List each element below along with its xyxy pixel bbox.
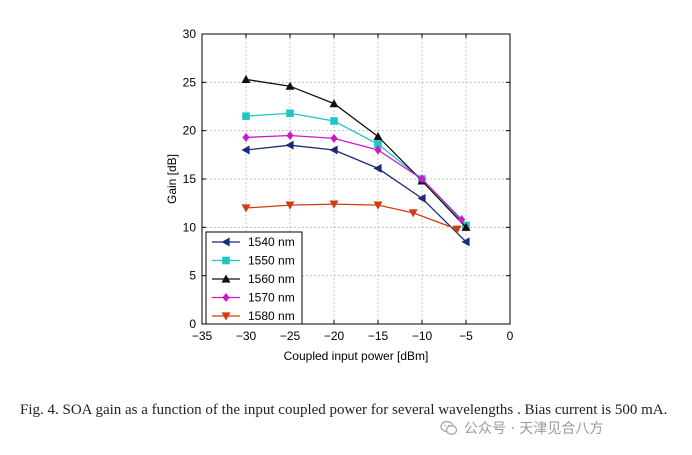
series-line bbox=[245, 134, 463, 221]
x-tick-label: 0 bbox=[507, 329, 514, 343]
series-layer bbox=[241, 74, 471, 247]
data-point bbox=[242, 132, 250, 142]
figure-caption: Fig. 4. SOA gain as a function of the in… bbox=[20, 402, 668, 418]
data-point bbox=[373, 201, 383, 210]
data-point bbox=[242, 112, 250, 120]
ticks: −35 −30 −25 −20 −15 −10 −5 0 0 5 10 15 20 25 30 bbox=[183, 27, 514, 343]
y-axis-label: Gain [dB] bbox=[165, 154, 179, 204]
data-point bbox=[329, 145, 338, 155]
wechat-icon bbox=[440, 420, 458, 435]
data-point bbox=[286, 131, 294, 140]
watermark: 公众号 · 天津见合八方 bbox=[440, 418, 603, 438]
legend-marker bbox=[222, 293, 230, 302]
data-point bbox=[452, 225, 462, 234]
data-point bbox=[285, 201, 295, 210]
data-point bbox=[373, 163, 382, 173]
data-point bbox=[374, 145, 382, 155]
data-point bbox=[285, 140, 294, 150]
legend-label: 1580 nm bbox=[248, 309, 295, 323]
data-point bbox=[285, 81, 295, 90]
series-1580-nm bbox=[241, 200, 462, 234]
x-tick-label: −25 bbox=[280, 329, 301, 343]
data-point bbox=[330, 117, 338, 125]
data-point bbox=[417, 193, 426, 203]
legend-item: 1570 nm bbox=[212, 291, 295, 305]
data-point bbox=[408, 209, 418, 218]
y-tick-label: 5 bbox=[189, 269, 196, 283]
series-1560-nm bbox=[241, 74, 471, 231]
watermark-text: 公众号 · 天津见合八方 bbox=[464, 421, 604, 437]
data-point bbox=[418, 174, 426, 184]
series-line bbox=[245, 144, 467, 243]
y-tick-label: 15 bbox=[183, 172, 197, 186]
x-tick-label: −10 bbox=[412, 329, 433, 343]
data-point bbox=[241, 204, 251, 213]
data-point bbox=[241, 145, 250, 155]
legend-label: 1560 nm bbox=[248, 272, 295, 286]
legend-label: 1570 nm bbox=[248, 291, 295, 305]
data-point bbox=[241, 74, 251, 84]
data-point bbox=[374, 140, 382, 148]
data-point bbox=[373, 131, 383, 141]
legend-item: 1560 nm bbox=[212, 272, 295, 286]
legend-item: 1580 nm bbox=[212, 309, 295, 323]
legend: 1540 nm 1550 nm 1560 nm 1570 nm 1580 nm bbox=[205, 231, 303, 325]
x-tick-label: −20 bbox=[324, 329, 345, 343]
x-tick-label: −5 bbox=[459, 329, 473, 343]
series-line bbox=[245, 203, 458, 230]
y-tick-label: 25 bbox=[183, 75, 197, 89]
x-tick-label: −35 bbox=[192, 329, 213, 343]
data-point bbox=[458, 215, 466, 225]
x-tick-label: −15 bbox=[368, 329, 389, 343]
legend-item: 1550 nm bbox=[212, 254, 295, 268]
data-point bbox=[330, 133, 338, 143]
data-point bbox=[461, 237, 470, 247]
series-line bbox=[245, 78, 467, 228]
series-1570-nm bbox=[242, 131, 466, 225]
y-tick-label: 0 bbox=[189, 317, 196, 331]
legend-box bbox=[205, 231, 303, 325]
legend-item: 1540 nm bbox=[212, 235, 295, 249]
y-tick-label: 30 bbox=[183, 27, 197, 41]
data-point bbox=[286, 109, 294, 118]
chart: −35 −30 −25 −20 −15 −10 −5 0 0 5 10 15 20 25 30 Couple… bbox=[165, 27, 514, 363]
x-tick-label: −30 bbox=[236, 329, 257, 343]
series-1540-nm bbox=[241, 140, 470, 247]
x-axis-label: Coupled input power [dBm] bbox=[284, 349, 429, 363]
data-point bbox=[329, 200, 339, 209]
legend-marker bbox=[221, 237, 230, 247]
data-point bbox=[329, 99, 339, 108]
y-tick-label: 10 bbox=[183, 220, 197, 234]
legend-label: 1550 nm bbox=[248, 254, 295, 268]
legend-marker bbox=[221, 312, 231, 321]
legend-label: 1540 nm bbox=[248, 235, 295, 249]
legend-marker bbox=[221, 274, 231, 283]
legend-marker bbox=[222, 256, 230, 265]
y-tick-label: 20 bbox=[183, 124, 197, 138]
data-point bbox=[461, 222, 471, 231]
